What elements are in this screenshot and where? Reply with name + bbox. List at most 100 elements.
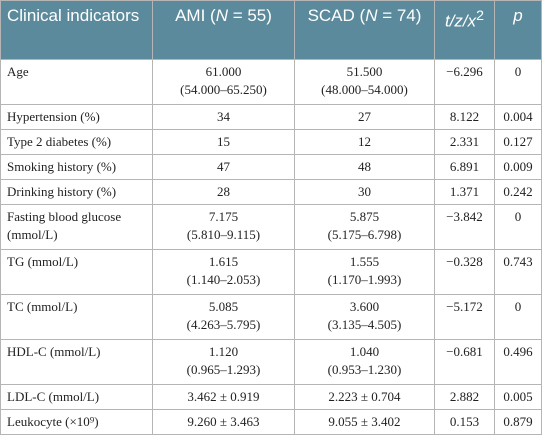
cell-text: 0.004: [503, 109, 533, 124]
row-label: TC (mmol/L): [0, 294, 153, 340]
cell-text: 9.055 ± 3.402: [328, 414, 401, 429]
cell-text: 1.371: [449, 184, 480, 199]
header-text: 2: [476, 8, 485, 24]
row-label: Smoking history (%): [0, 154, 153, 180]
table-row: Smoking history (%) 47 48 6.891 0.009: [0, 154, 542, 180]
cell-line: (1.140–2.053): [186, 272, 261, 287]
table-row: Age 61.000 (54.000–65.250) 51.500 (48.000–54…: [0, 59, 542, 105]
table-cell: 9.055 ± 3.402: [294, 409, 435, 435]
cell-text: 6.891: [449, 159, 480, 174]
cell-text: −6.296: [446, 64, 483, 79]
table-cell: 51.500 (48.000–54.000): [294, 59, 435, 105]
cell-text: 8.122: [449, 109, 480, 124]
table-cell: 9.260 ± 3.463: [152, 409, 295, 435]
cell-text: Drinking history (%): [7, 184, 117, 199]
cell-text: 2.331: [449, 134, 480, 149]
table-cell: 1.120 (0.965–1.293): [152, 339, 295, 385]
header-cell: t/z/x2: [434, 0, 495, 60]
header-text: Clinical indicators: [7, 6, 140, 25]
cell-text: Fasting blood glucose (mmol/L): [7, 209, 122, 242]
row-label: HDL-C (mmol/L): [0, 339, 153, 385]
cell-line: (3.135–4.505): [327, 317, 402, 332]
cell-line: 1.555: [349, 254, 380, 269]
cell-line: (0.965–1.293): [186, 362, 261, 377]
cell-line: 61.000: [205, 64, 242, 79]
table-row: Hypertension (%) 34 27 8.122 0.004: [0, 104, 542, 130]
cell-text: 2.882: [449, 389, 480, 404]
table-row: Type 2 diabetes (%) 15 12 2.331 0.127: [0, 129, 542, 155]
row-label: Drinking history (%): [0, 179, 153, 205]
table-row: Drinking history (%) 28 30 1.371 0.242: [0, 179, 542, 205]
cell-text: 30: [358, 184, 371, 199]
cell-text: TG (mmol/L): [7, 254, 79, 269]
cell-line: 1.040: [349, 344, 380, 359]
row-label: TG (mmol/L): [0, 249, 153, 295]
header-text: SCAD (: [307, 6, 366, 25]
cell-text: 9.260 ± 3.463: [187, 414, 260, 429]
header-cell: AMI (N = 55): [152, 0, 295, 60]
cell-text: 0: [514, 64, 522, 79]
table-cell: 3.600 (3.135–4.505): [294, 294, 435, 340]
table-cell: 6.891: [434, 154, 495, 180]
table-row: LDL-C (mmol/L) 3.462 ± 0.919 2.223 ± 0.704…: [0, 384, 542, 410]
table-cell: 28: [152, 179, 295, 205]
table-cell: 0.496: [494, 339, 542, 385]
table-cell: 0.153: [434, 409, 495, 435]
cell-text: −5.172: [446, 299, 483, 314]
table-cell: 2.331: [434, 129, 495, 155]
header-cell: p: [494, 0, 542, 60]
row-label: LDL-C (mmol/L): [0, 384, 153, 410]
cell-text: 0.153: [449, 414, 480, 429]
cell-line: (4.263–5.795): [186, 317, 261, 332]
table-cell: 0: [494, 59, 542, 105]
cell-line: 1.615: [208, 254, 239, 269]
table-cell: 15: [152, 129, 295, 155]
header-text: p: [513, 6, 523, 25]
table-row: TG (mmol/L) 1.615 (1.140–2.053) 1.555 (1.170…: [0, 249, 542, 295]
table-cell: 2.882: [434, 384, 495, 410]
cell-text: −0.681: [446, 344, 483, 359]
table-cell: −0.328: [434, 249, 495, 295]
table-cell: 3.462 ± 0.919: [152, 384, 295, 410]
table-cell: 48: [294, 154, 435, 180]
cell-text: Age: [7, 64, 29, 79]
cell-line: (5.810–9.115): [186, 227, 261, 242]
table-cell: 1.615 (1.140–2.053): [152, 249, 295, 295]
cell-text: 27: [358, 109, 371, 124]
table-row: TC (mmol/L) 5.085 (4.263–5.795) 3.600 (3.135…: [0, 294, 542, 340]
table-cell: 2.223 ± 0.704: [294, 384, 435, 410]
cell-text: −0.328: [446, 254, 483, 269]
table-cell: 0.005: [494, 384, 542, 410]
table-cell: 1.371: [434, 179, 495, 205]
table-cell: 0: [494, 294, 542, 340]
table-cell: 0.127: [494, 129, 542, 155]
table-cell: 1.040 (0.953–1.230): [294, 339, 435, 385]
cell-line: (48.000–54.000): [321, 82, 408, 97]
table-cell: 0.879: [494, 409, 542, 435]
header-text: N: [365, 6, 378, 25]
table-cell: 5.875 (5.175–6.798): [294, 204, 435, 250]
cell-line: (54.000–65.250): [180, 82, 267, 97]
table-cell: −3.842: [434, 204, 495, 250]
table-cell: 0.743: [494, 249, 542, 295]
cell-text: 28: [217, 184, 230, 199]
cell-text: LDL-C (mmol/L): [7, 389, 100, 404]
cell-line: 5.085: [208, 299, 239, 314]
cell-text: −3.842: [446, 209, 483, 224]
header-text: t/z/x: [444, 11, 477, 31]
cell-line: 51.500: [346, 64, 383, 79]
cell-line: 7.175: [208, 209, 239, 224]
table-cell: 47: [152, 154, 295, 180]
cell-text: 0.127: [503, 134, 533, 149]
cell-text: 47: [217, 159, 230, 174]
header-cell: Clinical indicators: [0, 0, 153, 60]
cell-text: HDL-C (mmol/L): [7, 344, 101, 359]
cell-line: (1.170–1.993): [327, 272, 402, 287]
cell-line: 5.875: [349, 209, 380, 224]
cell-text: 0.005: [503, 389, 533, 404]
table-cell: 61.000 (54.000–65.250): [152, 59, 295, 105]
cell-text: 0.242: [503, 184, 533, 199]
header-text: = 55): [227, 6, 272, 25]
cell-line: 3.600: [349, 299, 380, 314]
header-text: = 74): [377, 6, 422, 25]
